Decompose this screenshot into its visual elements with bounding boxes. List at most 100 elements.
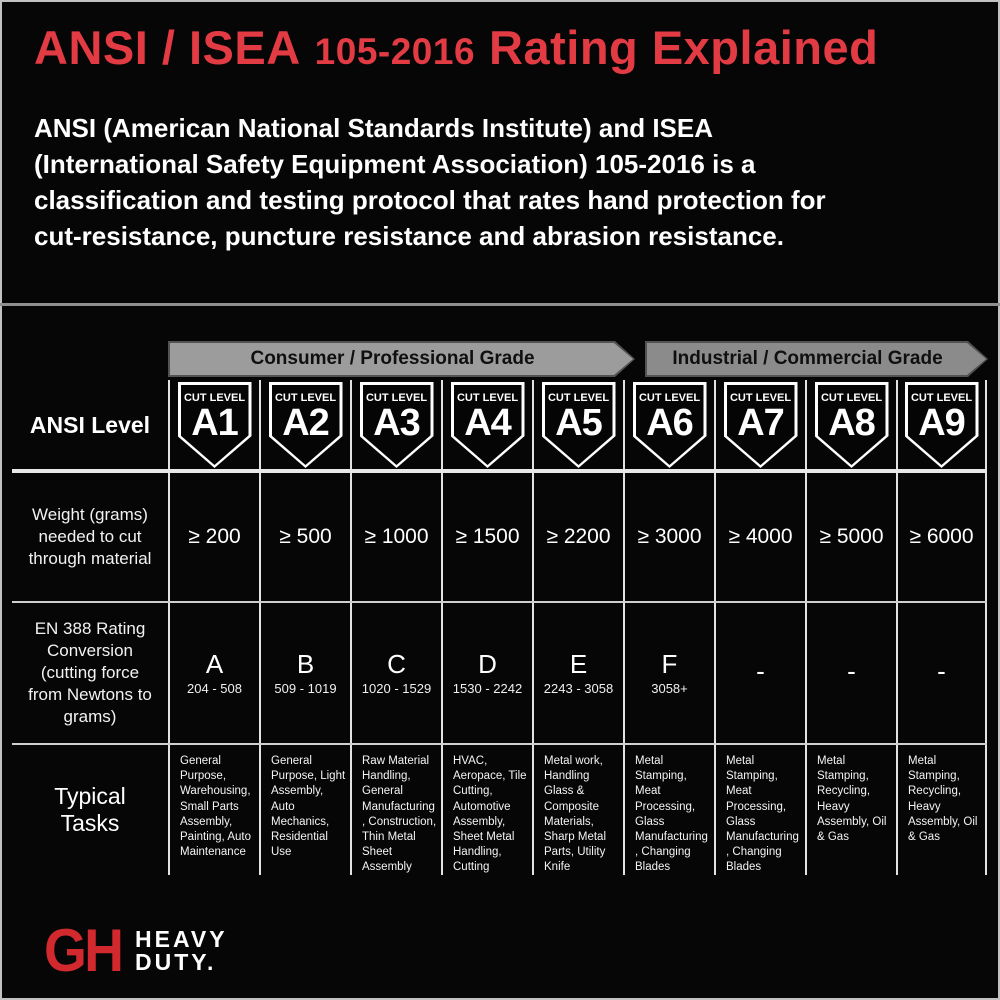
en388-cell: - — [805, 603, 896, 743]
cut-level-badge-a9: CUT LEVEL A9 — [904, 382, 979, 468]
banner-arrow-fill — [170, 343, 633, 375]
cut-level-value: A4 — [464, 402, 512, 444]
ansi-level-cell: CUT LEVEL A6 — [623, 380, 714, 470]
brand-logo: GH HEAVY DUTY. — [44, 917, 228, 984]
en388-cell: - — [714, 603, 805, 743]
cut-level-caption: CUT LEVEL — [183, 392, 246, 404]
row-label-en388: EN 388 Rating Conversion (cutting force … — [28, 618, 152, 727]
en388-cell: E 2243 - 3058 — [532, 603, 623, 743]
cut-level-value: A3 — [373, 402, 421, 444]
cut-level-badge-a2: CUT LEVEL A2 — [268, 382, 343, 468]
table-row-en388: EN 388 Rating Conversion (cutting force … — [12, 603, 987, 743]
tasks-cell: Metal work, Handling Glass & Composite M… — [532, 745, 623, 876]
brand-wordmark: HEAVY DUTY. — [135, 928, 228, 974]
en388-letter: E — [569, 648, 588, 679]
cut-level-badge-a5: CUT LEVEL A5 — [541, 382, 616, 468]
cut-level-caption: CUT LEVEL — [365, 392, 428, 404]
brand-wordmark-line2: DUTY. — [135, 949, 217, 975]
tasks-cell: Metal Stamping, Recycling, Heavy Assembl… — [805, 745, 896, 876]
cut-level-caption: CUT LEVEL — [910, 392, 973, 404]
table-separator — [12, 601, 987, 603]
ansi-level-cell: CUT LEVEL A2 — [259, 380, 350, 470]
row-label-tasks: Typical Tasks — [54, 783, 126, 837]
weight-cell: ≥ 3000 — [623, 473, 714, 601]
brand-wordmark-line1: HEAVY — [135, 926, 228, 952]
cut-level-badge-a1: CUT LEVEL A1 — [177, 382, 252, 468]
cut-level-badge-a3: CUT LEVEL A3 — [359, 382, 434, 468]
intro-paragraph: ANSI (American National Standards Instit… — [34, 110, 826, 254]
cut-level-value: A1 — [191, 402, 239, 444]
tasks-cell: Metal Stamping, Meat Processing, Glass M… — [623, 745, 714, 876]
en388-cell: B 509 - 1019 — [259, 603, 350, 743]
weight-cell: ≥ 5000 — [805, 473, 896, 601]
ansi-level-cell: CUT LEVEL A8 — [805, 380, 896, 470]
row-label-ansi-level: ANSI Level — [29, 411, 151, 438]
ansi-level-cell: CUT LEVEL A9 — [896, 380, 987, 470]
table-separator-thick — [12, 469, 987, 473]
en388-cell: C 1020 - 1529 — [350, 603, 441, 743]
en388-cell: F 3058+ — [623, 603, 714, 743]
en388-letter: B — [296, 648, 315, 679]
cut-level-value: A5 — [555, 402, 603, 444]
page-title: ANSI / ISEA 105-2016 Rating Explained — [34, 20, 878, 75]
en388-letter: A — [205, 648, 224, 679]
ansi-level-cell: CUT LEVEL A3 — [350, 380, 441, 470]
cut-level-badge-a6: CUT LEVEL A6 — [632, 382, 707, 468]
en388-cell: A 204 - 508 — [168, 603, 259, 743]
tasks-cell: General Purpose, Light Assembly, Auto Me… — [259, 745, 350, 876]
cut-level-value: A2 — [282, 402, 330, 444]
en388-letter: - — [937, 656, 946, 687]
intro-line: cut-resistance, puncture resistance and … — [34, 221, 784, 251]
cut-level-caption: CUT LEVEL — [456, 392, 519, 404]
cut-level-badge-a7: CUT LEVEL A7 — [723, 382, 798, 468]
ansi-level-cell: CUT LEVEL A4 — [441, 380, 532, 470]
table-row-ansi-level: ANSI Level CUT LEVEL A1 CUT LEVEL A2 CUT L… — [12, 380, 987, 470]
en388-range: 1020 - 1529 — [361, 681, 432, 697]
weight-cell: ≥ 500 — [259, 473, 350, 601]
weight-cell: ≥ 200 — [168, 473, 259, 601]
row-label-weight: Weight (grams) needed to cut through mat… — [28, 504, 152, 569]
tasks-cell: Metal Stamping, Recycling, Heavy Assembl… — [896, 745, 987, 876]
en388-letter: C — [387, 648, 406, 679]
en388-letter: - — [756, 656, 765, 687]
tasks-cell: Metal Stamping, Meat Processing, Glass M… — [714, 745, 805, 876]
banner-consumer-grade: Consumer / Professional Grade — [168, 341, 635, 377]
tasks-cell: General Purpose, Warehousing, Small Part… — [168, 745, 259, 876]
cut-level-caption: CUT LEVEL — [274, 392, 337, 404]
en388-letter: - — [847, 656, 856, 687]
weight-cell: ≥ 1500 — [441, 473, 532, 601]
weight-cell: ≥ 6000 — [896, 473, 987, 601]
ansi-level-cell: CUT LEVEL A7 — [714, 380, 805, 470]
en388-letter: F — [661, 648, 678, 679]
cut-level-caption: CUT LEVEL — [638, 392, 701, 404]
en388-range: 509 - 1019 — [274, 681, 337, 697]
weight-cell: ≥ 4000 — [714, 473, 805, 601]
en388-letter: D — [478, 648, 497, 679]
banner-arrow-fill — [647, 343, 986, 375]
ansi-level-cell: CUT LEVEL A5 — [532, 380, 623, 470]
cut-level-caption: CUT LEVEL — [547, 392, 610, 404]
cut-level-badge-a8: CUT LEVEL A8 — [814, 382, 889, 468]
en388-cell: D 1530 - 2242 — [441, 603, 532, 743]
table-separator — [12, 743, 987, 745]
banner-consumer-label: Consumer / Professional Grade — [250, 348, 535, 369]
intro-line: ANSI (American National Standards Instit… — [34, 113, 713, 143]
cut-level-value: A6 — [646, 402, 694, 444]
cut-level-value: A8 — [828, 402, 876, 444]
en388-range: 3058+ — [651, 681, 688, 697]
cut-level-caption: CUT LEVEL — [820, 392, 883, 404]
intro-line: classification and testing protocol that… — [34, 185, 826, 215]
table-row-typical-tasks: Typical Tasks General Purpose, Warehousi… — [12, 745, 987, 876]
banner-industrial-grade: Industrial / Commercial Grade — [645, 341, 988, 377]
ansi-level-cell: CUT LEVEL A1 — [168, 380, 259, 470]
cut-level-caption: CUT LEVEL — [729, 392, 792, 404]
cut-level-badge-a4: CUT LEVEL A4 — [450, 382, 525, 468]
tasks-cell: HVAC, Aeropace, Tile Cutting, Automotive… — [441, 745, 532, 876]
brand-monogram: GH — [44, 917, 124, 984]
page-title-code: 105-2016 — [314, 31, 476, 72]
en388-range: 1530 - 2242 — [452, 681, 523, 697]
page-title-main: ANSI / ISEA — [34, 21, 301, 74]
banner-industrial-label: Industrial / Commercial Grade — [672, 348, 943, 369]
weight-cell: ≥ 2200 — [532, 473, 623, 601]
